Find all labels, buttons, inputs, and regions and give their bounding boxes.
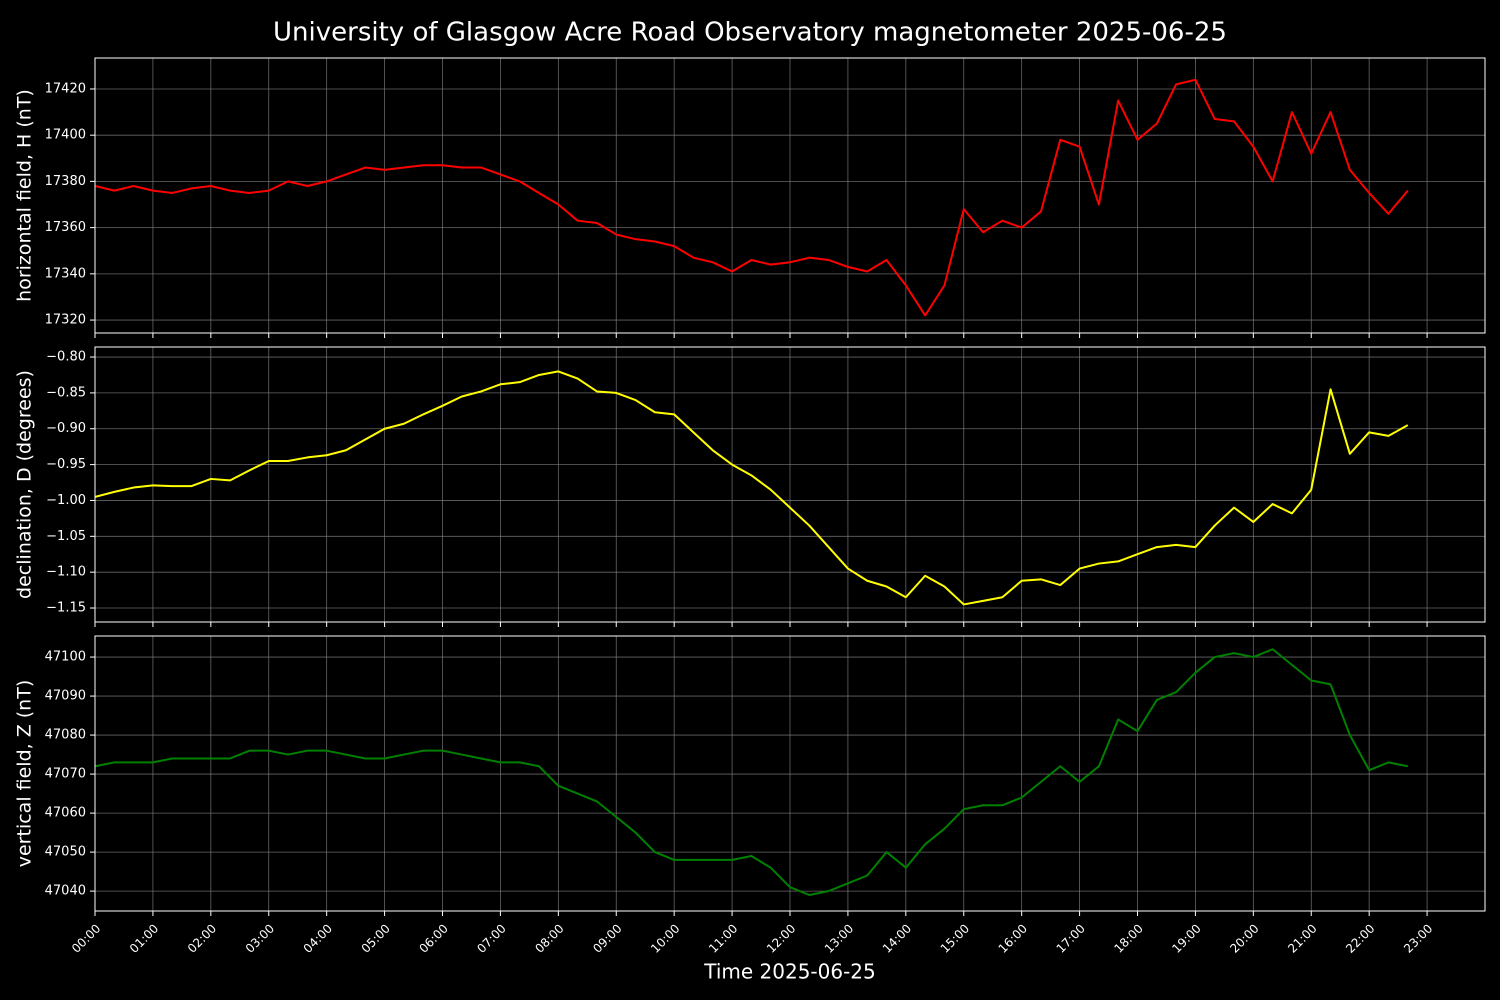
plot-frame [94, 635, 1486, 912]
y-axis-label: vertical field, Z (nT) [14, 680, 36, 868]
y-tick-label: 17360 [45, 220, 86, 235]
plot-frame [94, 346, 1486, 623]
y-tick-label: 47050 [45, 845, 86, 860]
y-tick-label: 47070 [45, 767, 86, 782]
plot-frame [94, 57, 1486, 334]
chart-title: University of Glasgow Acre Road Observat… [273, 18, 1227, 48]
data-line [95, 370, 1409, 606]
y-axis-label: horizontal field, H (nT) [14, 89, 36, 302]
data-line [95, 648, 1408, 897]
y-tick-label: 17380 [45, 174, 86, 189]
y-tick-label: 47100 [45, 650, 86, 665]
y-tick-label: −0.95 [46, 457, 86, 472]
y-tick-label: −1.05 [46, 529, 86, 544]
data-line [95, 78, 1409, 317]
y-axis-label: declination, D (degrees) [14, 370, 36, 599]
y-tick-label: 47060 [45, 806, 86, 821]
y-tick-label: 47040 [45, 884, 86, 899]
y-tick-label: 17320 [45, 313, 86, 328]
y-tick-label: 17420 [45, 81, 86, 96]
y-tick-label: 17340 [45, 266, 86, 281]
y-tick-label: −1.15 [46, 601, 86, 616]
y-tick-label: −1.00 [46, 493, 86, 508]
y-tick-label: −0.85 [46, 385, 86, 400]
y-tick-label: 17400 [45, 128, 86, 143]
y-tick-label: 47090 [45, 689, 86, 704]
x-axis-label: Time 2025-06-25 [703, 960, 876, 984]
y-tick-label: −0.80 [46, 350, 86, 365]
y-tick-label: 47080 [45, 728, 86, 743]
y-tick-label: −0.90 [46, 421, 86, 436]
y-tick-label: −1.10 [46, 565, 86, 580]
